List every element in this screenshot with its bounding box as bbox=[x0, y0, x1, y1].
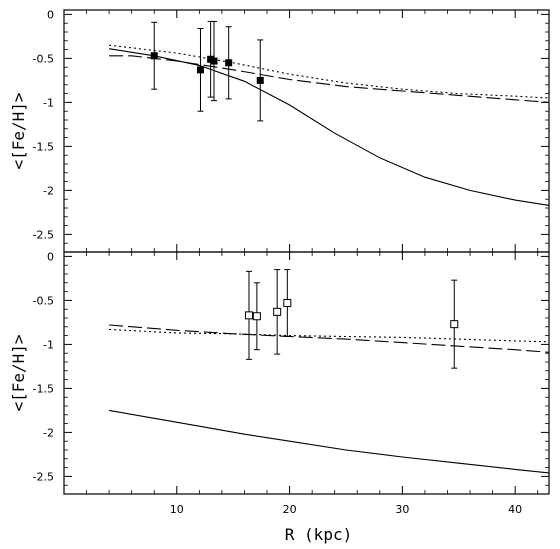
x-tick-label: 30 bbox=[395, 503, 409, 516]
y-axis-label: <[Fe/H]> bbox=[9, 92, 28, 169]
y-tick-label: -0.5 bbox=[33, 294, 54, 307]
top-panel: 0 -0.5 -1 -1.5 -2 -2.5 <[Fe/H]> bbox=[9, 8, 550, 253]
y-tick-label: -1.5 bbox=[33, 140, 54, 153]
dotted-model-curve bbox=[109, 328, 550, 343]
data-point bbox=[450, 320, 459, 329]
solid-model-curve bbox=[109, 409, 550, 474]
data-point bbox=[273, 307, 282, 316]
y-tick-label: 0 bbox=[47, 250, 54, 263]
x-tick-label: 10 bbox=[170, 503, 184, 516]
y-tick-label: -0.5 bbox=[33, 52, 54, 65]
y-tick-label: -1.5 bbox=[33, 382, 54, 395]
data-point bbox=[244, 311, 253, 320]
bottom-panel: 0 -0.5 -1 -1.5 -2 -2.5 10 20 30 40 R (kpc) <[Fe/H]> bbox=[9, 250, 550, 544]
y-tick-label: -2.5 bbox=[33, 228, 54, 241]
plot-frame bbox=[63, 251, 550, 495]
dotted-model-curve bbox=[109, 44, 550, 99]
data-point bbox=[225, 59, 233, 67]
x-axis-label: R (kpc) bbox=[285, 525, 352, 544]
y-tick-label: -1 bbox=[43, 338, 54, 351]
data-point bbox=[150, 52, 158, 60]
y-tick-label: -1 bbox=[43, 96, 54, 109]
solid-model-curve bbox=[109, 48, 550, 206]
data-point bbox=[252, 312, 261, 321]
dashed-model-curve bbox=[109, 55, 550, 103]
data-point bbox=[210, 57, 218, 65]
y-axis-label: <[Fe/H]> bbox=[9, 334, 28, 411]
plot-frame bbox=[63, 9, 550, 253]
data-point bbox=[196, 66, 204, 74]
x-tick-label: 20 bbox=[283, 503, 297, 516]
data-point bbox=[283, 299, 292, 308]
y-tick-label: -2 bbox=[43, 426, 54, 439]
x-tick-label: 40 bbox=[508, 503, 522, 516]
data-point bbox=[256, 76, 264, 84]
dashed-model-curve bbox=[109, 324, 550, 353]
y-tick-label: -2 bbox=[43, 184, 54, 197]
y-tick-label: -2.5 bbox=[33, 470, 54, 483]
y-tick-label: 0 bbox=[47, 8, 54, 21]
